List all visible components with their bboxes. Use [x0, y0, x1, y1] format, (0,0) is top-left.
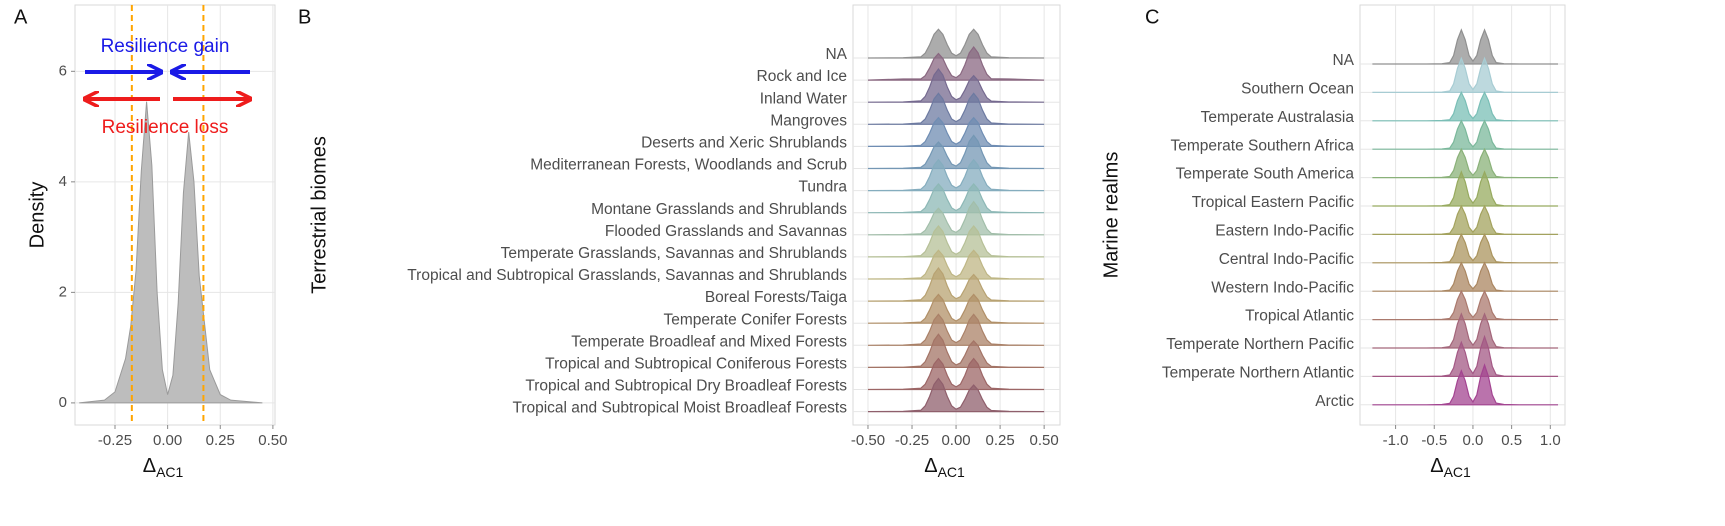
x-tick-label: 0.25	[206, 432, 235, 449]
category-label: Western Indo-Pacific	[1211, 279, 1354, 296]
y-axis-label: Terrestrial biomes	[308, 136, 330, 294]
ridge	[1372, 147, 1559, 179]
x-tick-label: 0.50	[1030, 432, 1059, 449]
x-tick-label: -0.5	[1421, 432, 1447, 449]
category-label: Temperate Conifer Forests	[664, 311, 848, 328]
category-label: Temperate Australasia	[1201, 109, 1355, 126]
y-tick-label: 4	[59, 173, 67, 190]
x-tick-label: 0.00	[941, 432, 970, 449]
category-label: Tropical and Subtropical Coniferous Fore…	[545, 355, 847, 372]
x-tick-label: -0.50	[851, 432, 885, 449]
ridge	[1372, 56, 1559, 93]
x-axis-label: ΔAC1	[924, 455, 965, 479]
ridge	[867, 249, 1045, 280]
category-label: Temperate South America	[1176, 166, 1355, 183]
panels: A-0.25 0.00 0.25 0.50ΔAC1Density0246Resilie…	[14, 4, 1566, 480]
x-tick-label: -0.25	[98, 432, 132, 449]
ridge	[867, 357, 1045, 391]
category-label: Central Indo-Pacific	[1219, 251, 1355, 268]
x-tick-label: 0.00	[153, 432, 182, 449]
ridge	[867, 134, 1045, 170]
category-label: Mangroves	[770, 112, 847, 129]
ridge	[1372, 232, 1559, 264]
category-label: Southern Ocean	[1241, 80, 1354, 97]
ridge	[1372, 363, 1559, 406]
panel-label: A	[14, 6, 28, 28]
density-area	[79, 101, 263, 404]
category-label: Inland Water	[760, 90, 847, 107]
category-label: Tundra	[798, 179, 847, 196]
annotation: Resilience loss	[102, 117, 229, 138]
x-tick-label: 0.5	[1501, 432, 1522, 449]
category-label: Eastern Indo-Pacific	[1215, 222, 1354, 239]
x-tick-label: -1.0	[1383, 432, 1409, 449]
ridge	[1372, 119, 1559, 150]
y-tick-label: 0	[59, 394, 67, 411]
x-label-symbol: Δ	[143, 455, 156, 477]
ridge	[1372, 261, 1559, 292]
x-axis-label: ΔAC1	[1430, 455, 1471, 479]
category-label: Temperate Northern Pacific	[1166, 336, 1354, 353]
category-label: NA	[825, 46, 847, 63]
ridge	[1372, 28, 1559, 65]
y-axis-label: Density	[26, 182, 48, 249]
annotation-arrows	[85, 72, 250, 99]
x-label-symbol: Δ	[1430, 455, 1443, 477]
ridge	[867, 92, 1045, 125]
category-label: Temperate Southern Africa	[1170, 137, 1354, 154]
y-tick-label: 2	[59, 283, 67, 300]
x-tick-label: 0.0	[1463, 432, 1484, 449]
category-label: Boreal Forests/Taiga	[705, 289, 848, 306]
category-label: Tropical Eastern Pacific	[1192, 194, 1354, 211]
ridge	[867, 266, 1045, 302]
ridge	[1372, 334, 1559, 377]
ridge	[867, 68, 1045, 103]
category-label: Deserts and Xeric Shrublands	[641, 134, 847, 151]
category-label: Tropical Atlantic	[1245, 308, 1354, 325]
x-tick-label: 0.25	[986, 432, 1015, 449]
category-label: Flooded Grasslands and Savannas	[605, 223, 847, 240]
ridge	[1372, 204, 1559, 235]
category-label: Tropical and Subtropical Dry Broadleaf F…	[525, 378, 847, 395]
x-label-subscript: AC1	[1444, 464, 1471, 480]
ridge	[867, 224, 1045, 258]
y-axis-label: Marine realms	[1100, 152, 1122, 279]
category-label: Mediterranean Forests, Woodlands and Scr…	[530, 157, 847, 174]
category-label: Rock and Ice	[757, 68, 847, 85]
ridge	[867, 158, 1045, 192]
x-tick-label: -0.25	[895, 432, 929, 449]
x-tick-label: 0.50	[258, 432, 287, 449]
category-label: Temperate Northern Atlantic	[1162, 364, 1354, 381]
category-label: Tropical and Subtropical Grasslands, Sav…	[407, 267, 847, 284]
x-tick-label: 1.0	[1540, 432, 1561, 449]
panel-label: B	[298, 6, 311, 28]
category-label: NA	[1332, 52, 1354, 69]
panel-label: C	[1145, 6, 1159, 28]
ridge	[867, 200, 1045, 236]
ridge	[1372, 312, 1559, 349]
x-label-symbol: Δ	[924, 455, 937, 477]
ridge	[867, 377, 1045, 413]
ridge	[1372, 170, 1559, 207]
ridge	[867, 333, 1045, 368]
category-label: Arctic	[1315, 393, 1354, 410]
ridge	[1372, 289, 1559, 321]
ridge	[867, 293, 1045, 324]
ridge	[867, 45, 1045, 81]
x-label-subscript: AC1	[156, 464, 183, 480]
x-label-subscript: AC1	[938, 464, 965, 480]
category-label: Temperate Grasslands, Savannas and Shrub…	[501, 245, 848, 262]
y-tick-label: 6	[59, 62, 67, 79]
category-label: Montane Grasslands and Shrublands	[591, 201, 847, 218]
category-label: Temperate Broadleaf and Mixed Forests	[571, 333, 847, 350]
annotation: Resilience gain	[101, 36, 230, 57]
ridge	[867, 313, 1045, 346]
ridge	[1372, 90, 1559, 122]
ridge	[867, 116, 1045, 147]
category-label: Tropical and Subtropical Moist Broadleaf…	[512, 400, 847, 417]
ridge	[867, 28, 1045, 59]
ridge	[867, 183, 1045, 214]
x-axis-label: ΔAC1	[143, 455, 184, 479]
